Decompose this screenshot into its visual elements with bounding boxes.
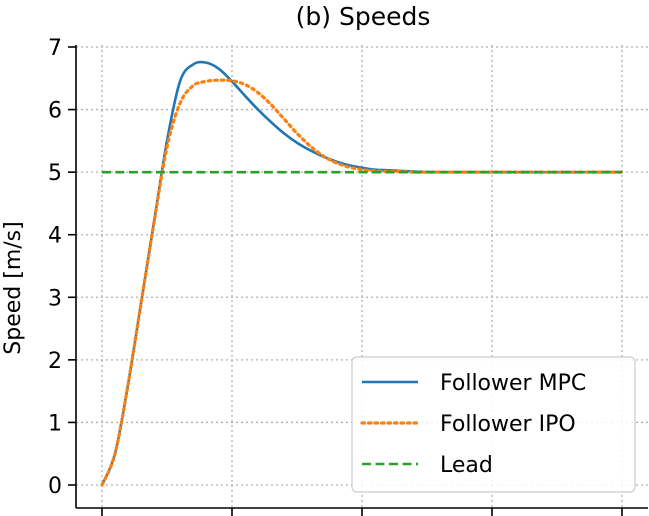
- chart-title: (b) Speeds: [296, 2, 431, 31]
- y-tick-label: 6: [48, 99, 62, 124]
- y-tick-label: 0: [48, 474, 62, 499]
- y-tick-label: 4: [48, 224, 62, 249]
- legend-label: Follower MPC: [440, 371, 586, 396]
- legend-label: Lead: [440, 453, 493, 478]
- legend-label: Follower IPO: [440, 412, 576, 437]
- y-tick-label: 3: [48, 286, 62, 311]
- y-tick-label: 2: [48, 349, 62, 374]
- legend-box: [351, 356, 636, 493]
- x-ticks: [101, 508, 623, 516]
- y-ticks: 0 1 2 3 4 5 6 7: [48, 36, 76, 499]
- y-tick-label: 7: [48, 36, 62, 61]
- y-tick-label: 1: [48, 411, 62, 436]
- legend: Follower MPC Follower IPO Lead: [351, 356, 636, 493]
- y-tick-label: 5: [48, 161, 62, 186]
- y-axis-label: Speed [m/s]: [1, 221, 26, 354]
- series-group: [100, 60, 624, 487]
